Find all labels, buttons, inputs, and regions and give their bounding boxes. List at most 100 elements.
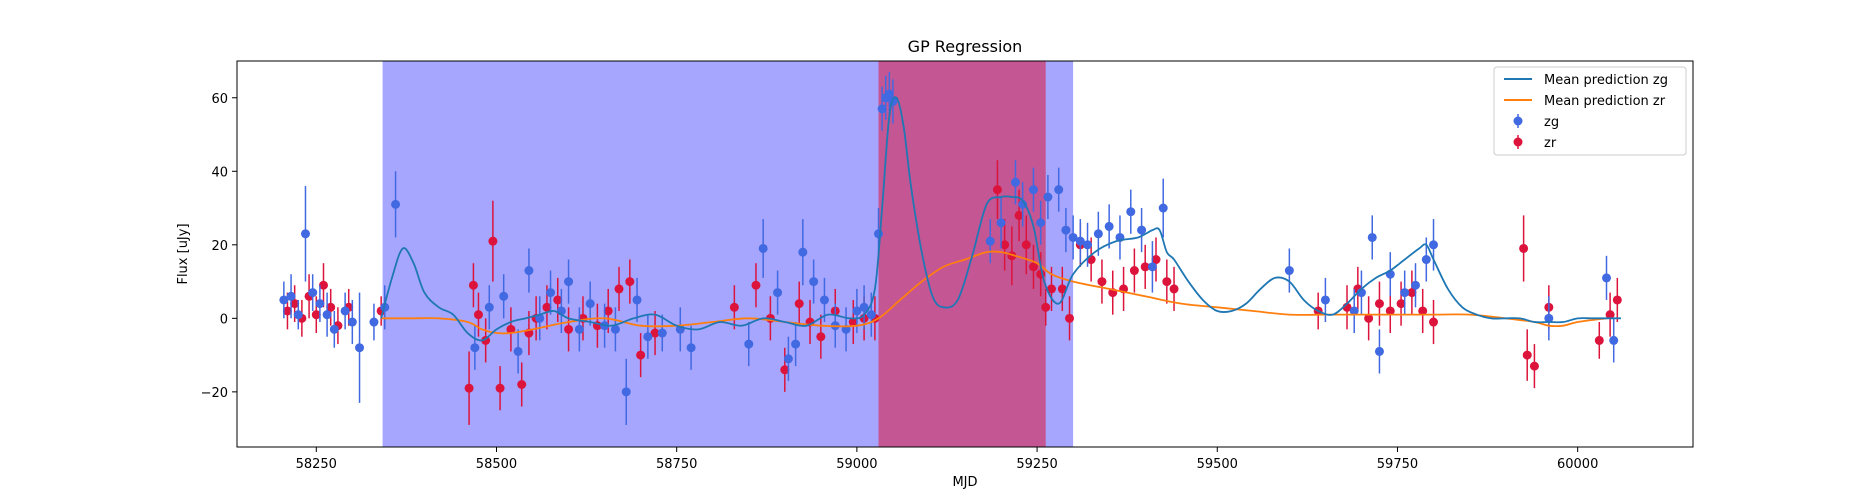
zr-point bbox=[1385, 306, 1395, 316]
zg-point bbox=[279, 295, 289, 305]
zg-point bbox=[1367, 232, 1377, 242]
plot-area-frame bbox=[236, 60, 1694, 448]
zr-point bbox=[794, 299, 804, 309]
zg-point bbox=[484, 302, 494, 312]
zg-point bbox=[546, 288, 556, 298]
zg-point bbox=[877, 104, 887, 114]
zg-point bbox=[347, 317, 357, 327]
zg-point bbox=[1284, 266, 1294, 276]
x-tick-label: 58250 bbox=[296, 457, 337, 472]
zr-point bbox=[473, 310, 483, 320]
zg-point bbox=[632, 295, 642, 305]
y-tick-label: 40 bbox=[211, 165, 228, 180]
zg-point bbox=[1036, 218, 1046, 228]
zg-point bbox=[1602, 273, 1612, 283]
zg-point bbox=[1061, 225, 1071, 235]
zg-point bbox=[621, 387, 631, 397]
zr-point bbox=[468, 280, 478, 290]
zr-point bbox=[614, 284, 624, 294]
zg-point bbox=[798, 247, 808, 257]
zr-point bbox=[495, 383, 505, 393]
zg-point bbox=[1400, 288, 1410, 298]
mean-prediction-zg-line bbox=[380, 96, 1621, 342]
zg-point bbox=[286, 291, 296, 301]
y-axis-ticks: −20 0 20 40 60 bbox=[201, 92, 237, 401]
zr-point bbox=[636, 350, 646, 360]
zr-point bbox=[1594, 335, 1604, 345]
zr-point bbox=[1522, 350, 1532, 360]
zg-point bbox=[329, 324, 339, 334]
legend-label-zr-points: zr bbox=[1544, 136, 1557, 151]
shaded-regions bbox=[382, 61, 1074, 447]
zr-point bbox=[1014, 210, 1024, 220]
chart-title: GP Regression bbox=[908, 37, 1023, 56]
zr-point bbox=[1097, 277, 1107, 287]
zr-point bbox=[464, 383, 474, 393]
zg-point bbox=[643, 332, 653, 342]
legend-swatch-zr-points bbox=[1513, 135, 1523, 149]
zg-point bbox=[470, 343, 480, 353]
y-tick-label: 20 bbox=[211, 239, 228, 254]
legend-swatch-zg-points bbox=[1513, 114, 1523, 128]
zr-point bbox=[326, 302, 336, 312]
y-axis-label: Flux [uJy] bbox=[176, 223, 191, 284]
zg-point bbox=[996, 218, 1006, 228]
zg-point bbox=[1147, 262, 1157, 272]
zg-point bbox=[852, 306, 862, 316]
zr-point bbox=[650, 328, 660, 338]
x-tick-label: 60000 bbox=[1557, 457, 1598, 472]
zg-point bbox=[744, 339, 754, 349]
zg-point bbox=[1421, 255, 1431, 265]
zg-point bbox=[574, 324, 584, 334]
zg-point bbox=[391, 199, 401, 209]
zr-point bbox=[553, 295, 563, 305]
zr-point bbox=[282, 306, 292, 316]
zr-point bbox=[1529, 361, 1539, 371]
zg-point bbox=[884, 89, 894, 99]
y-tick-label: 60 bbox=[211, 92, 228, 107]
zr-point bbox=[506, 324, 516, 334]
zr-point bbox=[992, 185, 1002, 195]
zr-point bbox=[1057, 284, 1067, 294]
zg-point bbox=[293, 310, 303, 320]
zg-point bbox=[300, 229, 310, 239]
zr-point bbox=[1169, 284, 1179, 294]
zg-point bbox=[564, 277, 574, 287]
zr-point bbox=[1364, 313, 1374, 323]
zr-point bbox=[1140, 262, 1150, 272]
zg-point bbox=[657, 328, 667, 338]
shaded-region-red bbox=[878, 61, 1046, 447]
zr-point bbox=[848, 317, 858, 327]
zg-point bbox=[809, 277, 819, 287]
zg-point bbox=[783, 354, 793, 364]
zg-point bbox=[340, 306, 350, 316]
zg-point bbox=[1429, 240, 1439, 250]
zr-point bbox=[1374, 299, 1384, 309]
zg-point bbox=[524, 266, 534, 276]
zr-point bbox=[1129, 266, 1139, 276]
zr-point bbox=[1519, 243, 1529, 253]
x-tick-label: 58500 bbox=[476, 457, 517, 472]
zr-point bbox=[603, 306, 613, 316]
legend-label-zg-points: zg bbox=[1544, 115, 1559, 130]
zg-point bbox=[1158, 203, 1168, 213]
zr-point bbox=[311, 310, 321, 320]
zg-point bbox=[1104, 221, 1114, 231]
zg-point bbox=[1028, 185, 1038, 195]
zr-point bbox=[488, 236, 498, 246]
mean-prediction-lines bbox=[380, 96, 1621, 342]
zg-point bbox=[1043, 192, 1053, 202]
legend: Mean prediction zg Mean prediction zr zg… bbox=[1493, 66, 1687, 156]
zg-point bbox=[791, 339, 801, 349]
x-axis-label: MJD bbox=[952, 475, 977, 490]
zg-point bbox=[758, 243, 768, 253]
zg-point bbox=[866, 310, 876, 320]
zr-point bbox=[1605, 310, 1615, 320]
zg-point bbox=[610, 324, 620, 334]
zr-point bbox=[517, 380, 527, 390]
x-tick-label: 58750 bbox=[656, 457, 697, 472]
zg-point bbox=[308, 288, 318, 298]
zg-point bbox=[1137, 225, 1147, 235]
zr-point bbox=[318, 280, 328, 290]
